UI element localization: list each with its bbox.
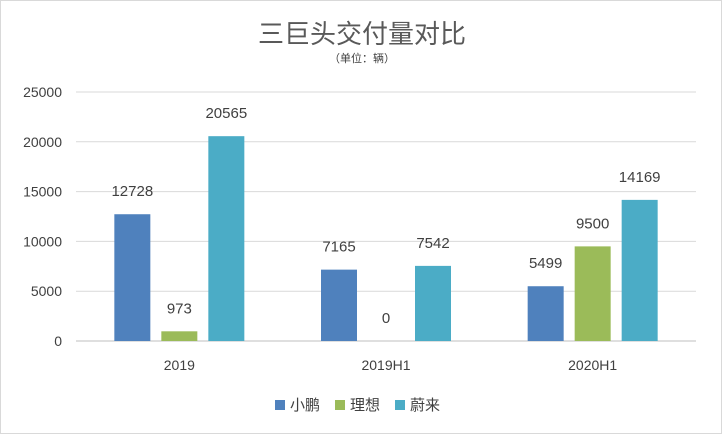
data-label: 973 — [167, 300, 192, 317]
y-tick-label: 0 — [54, 333, 62, 349]
legend-swatch — [335, 400, 345, 410]
data-label: 5499 — [529, 255, 562, 272]
y-tick-label: 25000 — [23, 84, 62, 100]
bar-理想-2019 — [161, 331, 198, 341]
bar-蔚来-2019 — [208, 136, 245, 341]
data-label: 20565 — [205, 105, 247, 122]
legend-swatch — [395, 400, 405, 410]
bar-蔚来-2020H1 — [621, 199, 658, 341]
x-tick-label: 2020H1 — [568, 357, 617, 373]
chart-subtitle: （单位：辆） — [329, 51, 395, 65]
data-label: 7165 — [322, 239, 355, 256]
bars — [114, 136, 658, 341]
x-axis: 2019 2019H1 2020H1 — [164, 357, 618, 373]
bar-小鹏-2020H1 — [527, 286, 564, 341]
legend-swatch — [275, 400, 285, 410]
data-label: 14169 — [619, 169, 661, 186]
y-axis: 0 5000 10000 15000 20000 25000 — [23, 84, 62, 349]
y-tick-label: 20000 — [23, 134, 62, 150]
x-tick-label: 2019H1 — [361, 357, 410, 373]
chart-title: 三巨头交付量对比 — [258, 20, 466, 50]
data-label: 0 — [382, 310, 390, 327]
bar-小鹏-2019 — [114, 214, 151, 341]
bar-小鹏-2019H1 — [321, 269, 357, 341]
x-tick-label: 2019 — [164, 357, 195, 373]
y-tick-label: 15000 — [23, 184, 62, 200]
bar-理想-2020H1 — [574, 246, 611, 341]
y-tick-label: 10000 — [23, 233, 62, 249]
legend-label: 理想 — [350, 396, 380, 414]
data-label: 9500 — [576, 215, 609, 232]
legend: 小鹏 理想 蔚来 — [275, 396, 440, 414]
y-tick-label: 5000 — [31, 283, 62, 299]
legend-label: 小鹏 — [290, 396, 320, 414]
data-label: 12728 — [111, 183, 153, 200]
legend-label: 蔚来 — [410, 396, 440, 414]
bar-蔚来-2019H1 — [415, 265, 451, 341]
data-label: 7542 — [416, 235, 449, 252]
data-labels: 12728 973 20565 7165 0 7542 5499 9500 14169 — [111, 105, 660, 327]
